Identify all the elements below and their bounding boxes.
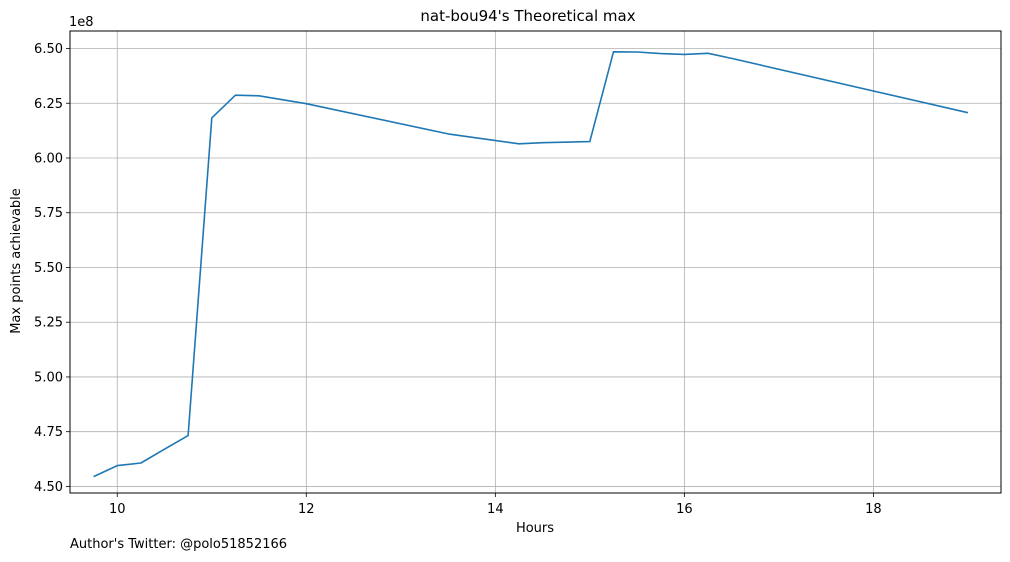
x-tick-label: 16 [676, 502, 693, 517]
author-credit: Author's Twitter: @polo51852166 [70, 537, 288, 552]
x-tick-label: 10 [109, 502, 126, 517]
plot-frame [69, 30, 1002, 494]
y-tick-label: 5.00 [34, 370, 63, 385]
x-tick-label: 14 [487, 502, 504, 517]
y-tick-label: 5.25 [34, 316, 63, 331]
y-tick-label: 4.50 [34, 480, 63, 495]
chart-title: nat-bou94's Theoretical max [420, 7, 635, 25]
x-axis-ticks: 10 12 14 16 18 [109, 493, 882, 517]
y-axis-label: Max points achievable [9, 188, 24, 334]
x-axis-label: Hours [516, 521, 554, 536]
y-tick-label: 6.50 [34, 42, 63, 57]
y-tick-label: 4.75 [34, 425, 63, 440]
y-axis-offset-label: 1e8 [69, 15, 94, 30]
y-tick-label: 6.25 [34, 97, 63, 112]
grid [70, 31, 1001, 493]
series-line [93, 50, 969, 478]
series-layer [93, 50, 969, 478]
y-tick-label: 5.50 [34, 261, 63, 276]
y-tick-label: 5.75 [34, 206, 63, 221]
y-axis-ticks: 4.50 4.75 5.00 5.25 5.50 5.75 6.00 6.25 6.50 [34, 42, 70, 495]
y-tick-label: 6.00 [34, 151, 63, 166]
x-tick-label: 18 [865, 502, 882, 517]
x-tick-label: 12 [298, 502, 315, 517]
